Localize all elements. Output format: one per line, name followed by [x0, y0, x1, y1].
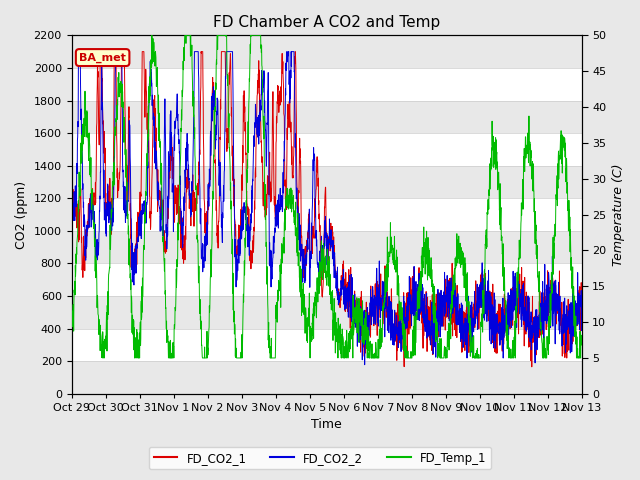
Legend: FD_CO2_1, FD_CO2_2, FD_Temp_1: FD_CO2_1, FD_CO2_2, FD_Temp_1: [149, 447, 491, 469]
X-axis label: Time: Time: [311, 419, 342, 432]
Y-axis label: Temperature (C): Temperature (C): [612, 163, 625, 266]
Text: BA_met: BA_met: [79, 52, 126, 63]
Bar: [72, 36, 582, 68]
Bar: [72, 296, 582, 329]
Bar: [72, 231, 582, 264]
Bar: [72, 100, 582, 133]
Bar: [72, 361, 582, 394]
Title: FD Chamber A CO2 and Temp: FD Chamber A CO2 and Temp: [213, 15, 440, 30]
Y-axis label: CO2 (ppm): CO2 (ppm): [15, 180, 28, 249]
Bar: [72, 166, 582, 198]
